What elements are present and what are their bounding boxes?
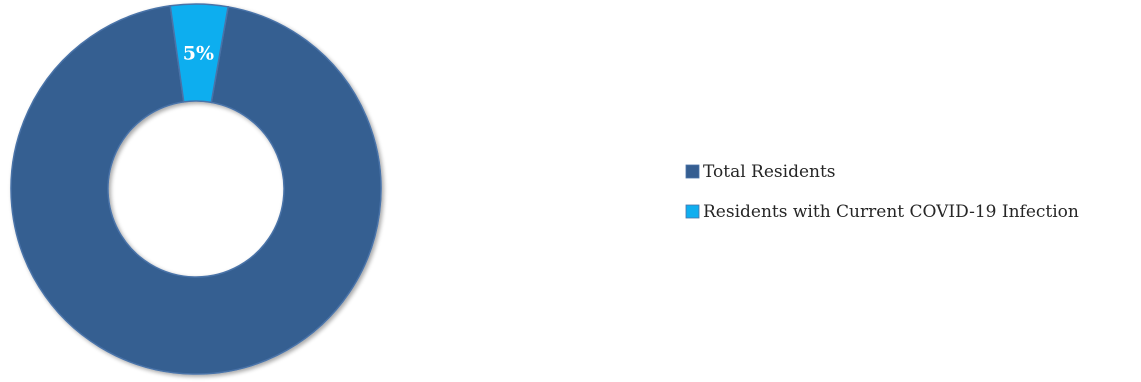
donut-slice-2 bbox=[169, 3, 229, 104]
legend-swatch bbox=[685, 164, 700, 179]
data-labels: 5% bbox=[183, 43, 214, 65]
donut-slices bbox=[10, 3, 382, 375]
legend-label: Residents with Current COVID-19 Infectio… bbox=[703, 202, 1079, 222]
legend: Total Residents Residents with Current CO… bbox=[685, 162, 1079, 222]
legend-item-1: Total Residents bbox=[685, 162, 836, 182]
legend-item-2: Residents with Current COVID-19 Infectio… bbox=[685, 202, 1079, 222]
slice-data-label: 5% bbox=[183, 43, 214, 65]
legend-label: Total Residents bbox=[703, 162, 836, 182]
legend-swatch bbox=[685, 204, 700, 219]
donut-slice-1 bbox=[10, 4, 382, 375]
